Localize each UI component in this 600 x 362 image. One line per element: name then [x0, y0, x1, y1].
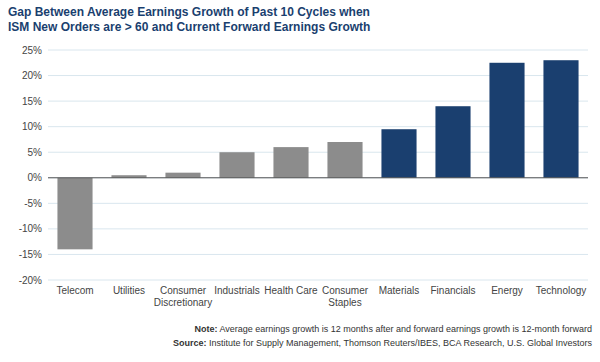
- bar: [489, 63, 524, 178]
- title: Gap Between Average Earnings Growth of P…: [8, 5, 370, 34]
- y-tick-label: -20%: [19, 275, 42, 286]
- bar: [381, 129, 416, 178]
- grid-line: [48, 254, 588, 255]
- y-tick-label: -15%: [19, 249, 42, 260]
- grid-line: [48, 280, 588, 281]
- bar: [327, 142, 362, 178]
- y-tick-label: 0%: [28, 172, 43, 183]
- x-tick-label: Utilities: [113, 285, 145, 296]
- grid-line: [48, 203, 588, 204]
- bar: [165, 173, 200, 178]
- bar: [543, 60, 578, 178]
- x-tick-label: Health Care: [264, 285, 318, 296]
- x-tick-label: Energy: [491, 285, 523, 296]
- baseline: [48, 177, 588, 178]
- x-tick-label: Financials: [430, 285, 475, 296]
- y-tick-label: 5%: [28, 147, 43, 158]
- x-tick-label: Technology: [536, 285, 587, 296]
- annotation: Note: Average earnings growth is 12 mont…: [194, 324, 592, 334]
- grid-line: [48, 228, 588, 229]
- bar: [435, 106, 470, 178]
- y-tick-label: 20%: [22, 70, 42, 81]
- bar: [219, 152, 254, 178]
- x-tick-label: Industrials: [214, 285, 260, 296]
- grid-line: [48, 50, 588, 51]
- y-tick-label: 10%: [22, 121, 42, 132]
- chart: Gap Between Average Earnings Growth of P…: [0, 0, 600, 362]
- x-tick-label: ConsumerStaples: [322, 285, 369, 308]
- y-tick-label: 15%: [22, 96, 42, 107]
- grid: [48, 50, 588, 280]
- grid-line: [48, 177, 588, 178]
- bar: [273, 147, 308, 178]
- bar: [57, 178, 92, 250]
- y-tick-label: 25%: [22, 45, 42, 56]
- x-tick-label: Telecom: [56, 285, 93, 296]
- x-tick-label: Materials: [379, 285, 420, 296]
- y-tick-label: -10%: [19, 223, 42, 234]
- x-tick-label: ConsumerDiscretionary: [154, 285, 212, 308]
- bars: [57, 60, 578, 249]
- y-tick-label: -5%: [24, 198, 42, 209]
- annotation: Source: Institute for Supply Management,…: [173, 338, 593, 348]
